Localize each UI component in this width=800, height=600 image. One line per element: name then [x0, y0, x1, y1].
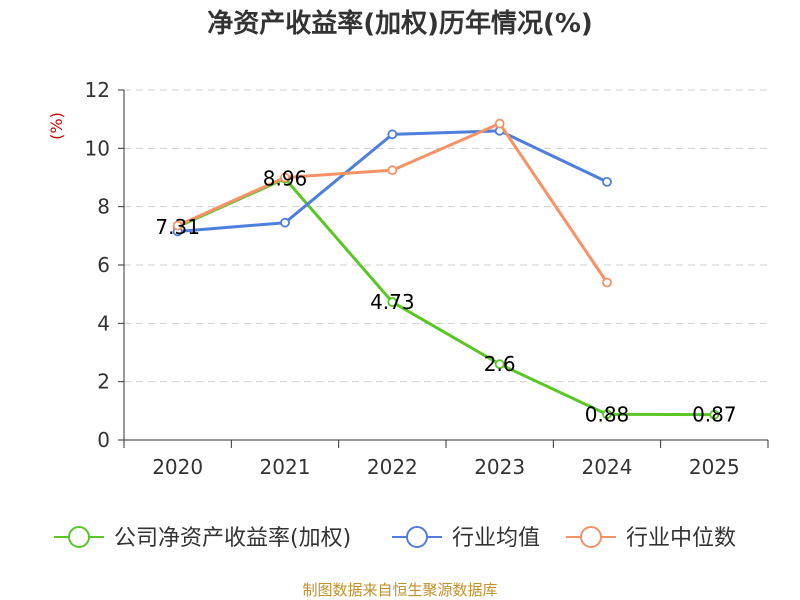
y-tick-label: 2 — [97, 370, 110, 394]
legend-item-0[interactable]: 公司净资产收益率(加权) — [54, 526, 351, 551]
legend[interactable]: 公司净资产收益率(加权) 行业均值 行业中位数 — [54, 526, 736, 551]
data-point-s2-2020[interactable] — [172, 220, 183, 231]
data-point-s0-2024[interactable] — [602, 409, 612, 420]
data-point-s1-2022[interactable] — [387, 129, 398, 140]
x-tick-label-2025: 2025 — [689, 455, 740, 479]
data-point-s0-2025[interactable] — [709, 409, 720, 420]
data-label-2025: 0.87 — [692, 403, 737, 427]
legend-label: 公司净资产收益率(加权) — [114, 526, 351, 551]
x-tick-label-2021: 2021 — [260, 455, 311, 479]
legend-label: 行业中位数 — [626, 526, 736, 551]
x-tick-label-2023: 2023 — [474, 455, 525, 479]
legend-item-2[interactable]: 行业中位数 — [566, 526, 736, 551]
x-tick-label-2024: 2024 — [582, 455, 633, 479]
y-tick-label: 10 — [85, 136, 110, 160]
y-tick-label: 0 — [97, 428, 110, 452]
x-tick-label-2022: 2022 — [367, 455, 418, 479]
legend-marker — [406, 526, 428, 548]
data-label-2023: 2.6 — [484, 352, 516, 376]
data-point-s0-2023[interactable] — [494, 359, 505, 370]
x-tick-label-2020: 2020 — [152, 455, 203, 479]
legend-item-1[interactable]: 行业均值 — [392, 526, 540, 551]
data-label-2021: 8.96 — [263, 167, 308, 191]
data-point-s2-2022[interactable] — [387, 165, 398, 176]
series-line-2 — [177, 122, 609, 284]
data-point-s1-2021[interactable] — [280, 217, 290, 228]
data-point-s0-2022[interactable] — [387, 297, 398, 307]
legend-label: 行业均值 — [452, 526, 540, 551]
data-label-2024: 0.88 — [585, 402, 630, 426]
y-tick-label: 8 — [97, 195, 110, 219]
legend-marker — [580, 526, 602, 548]
data-label-2020: 7.31 — [155, 215, 200, 239]
y-tick-label: 6 — [97, 253, 110, 277]
y-tick-label: 12 — [85, 78, 110, 102]
data-point-s2-2024[interactable] — [602, 277, 612, 288]
data-labels: 7.31 8.96 4.73 2.6 0.88 0.87 — [155, 167, 736, 427]
source-note: 制图数据来自恒生聚源数据库 — [302, 581, 497, 599]
y-tick-label: 4 — [97, 311, 110, 335]
axes: 0 2 4 6 8 10 12 2020 2021 2022 2023 2024 2025 — [85, 78, 769, 479]
series-line-0 — [177, 177, 715, 417]
y-axis-unit: (%) — [47, 112, 66, 140]
series-line-1 — [177, 129, 608, 233]
data-point-s1-2024[interactable] — [602, 176, 612, 187]
data-point-s2-2021[interactable] — [280, 172, 290, 183]
data-point-s2-2023[interactable] — [494, 118, 505, 129]
legend-marker — [68, 526, 90, 548]
chart-title: 净资产收益率(加权)历年情况(%) — [207, 8, 593, 39]
data-label-2022: 4.73 — [370, 290, 415, 314]
series — [172, 118, 720, 420]
